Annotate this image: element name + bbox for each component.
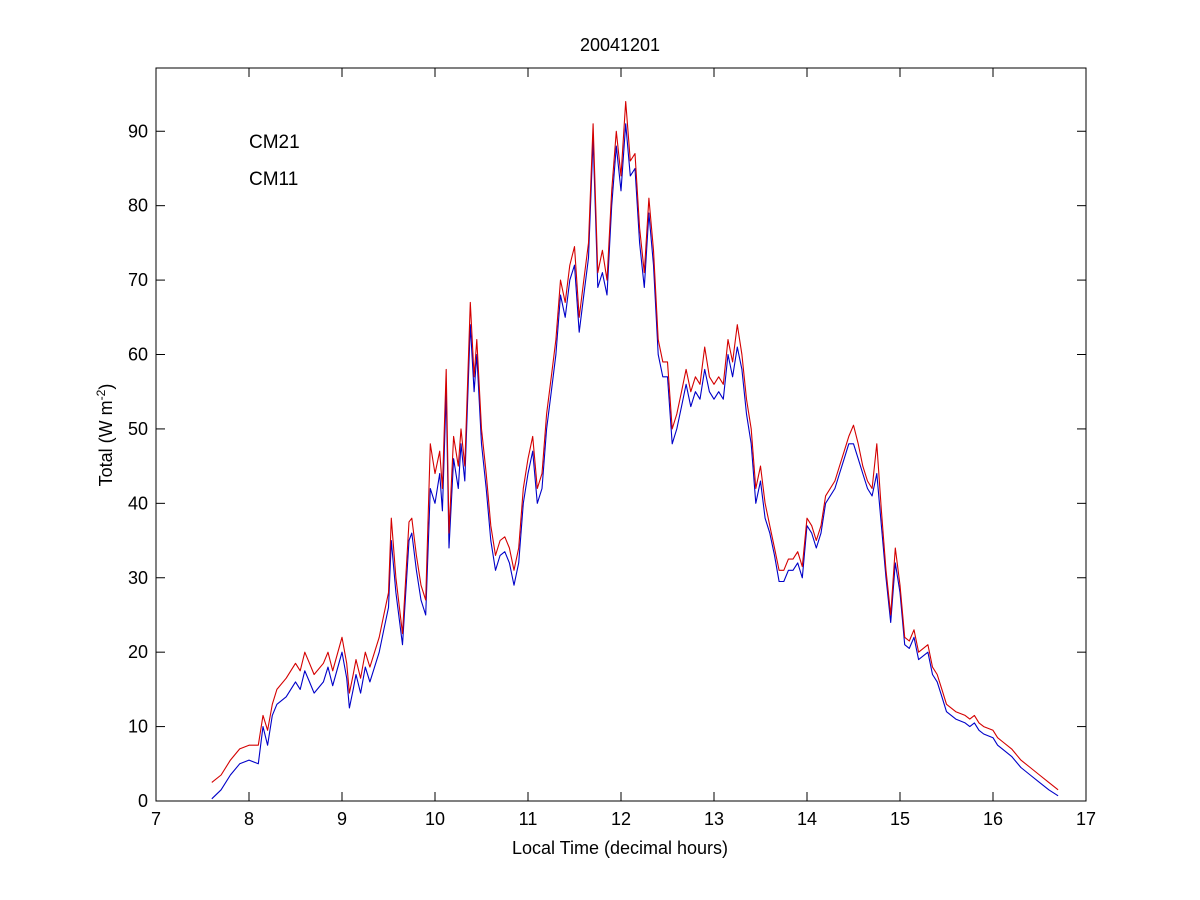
x-axis: 7 8 9 10 11 12 13 14 15 16 17 xyxy=(151,68,1096,829)
x-tick-label: 17 xyxy=(1076,809,1096,829)
x-tick-label: 9 xyxy=(337,809,347,829)
y-axis-label-main: Total (W m xyxy=(96,400,116,486)
y-tick-label: 20 xyxy=(128,642,148,662)
y-axis: 0 10 20 30 40 50 60 70 80 90 xyxy=(128,121,1086,811)
x-tick-label: 10 xyxy=(425,809,445,829)
y-tick-label: 80 xyxy=(128,196,148,216)
x-tick-label: 15 xyxy=(890,809,910,829)
x-tick-label: 14 xyxy=(797,809,817,829)
x-tick-label: 13 xyxy=(704,809,724,829)
x-tick-label: 7 xyxy=(151,809,161,829)
y-tick-label: 0 xyxy=(138,791,148,811)
y-tick-label: 40 xyxy=(128,493,148,513)
y-tick-label: 50 xyxy=(128,419,148,439)
y-axis-label: Total (W m-2) xyxy=(94,384,116,487)
chart-title: 20041201 xyxy=(580,35,660,55)
y-tick-label: 10 xyxy=(128,717,148,737)
y-tick-label: 60 xyxy=(128,345,148,365)
series-layer xyxy=(211,100,1059,800)
x-tick-label: 16 xyxy=(983,809,1003,829)
y-axis-label-superscript: -2 xyxy=(94,389,108,400)
series-line-cm21 xyxy=(211,123,1059,800)
y-tick-label: 70 xyxy=(128,270,148,290)
x-tick-label: 12 xyxy=(611,809,631,829)
legend-entry-cm21: CM21 xyxy=(249,132,300,153)
x-tick-label: 11 xyxy=(519,809,538,829)
x-tick-label: 8 xyxy=(244,809,254,829)
x-axis-label: Local Time (decimal hours) xyxy=(512,838,728,858)
series-line-cm11 xyxy=(211,100,1059,791)
y-tick-label: 30 xyxy=(128,568,148,588)
legend-entry-cm11: CM11 xyxy=(249,169,298,190)
y-axis-label-close: ) xyxy=(96,384,116,390)
y-tick-label: 90 xyxy=(128,121,148,141)
